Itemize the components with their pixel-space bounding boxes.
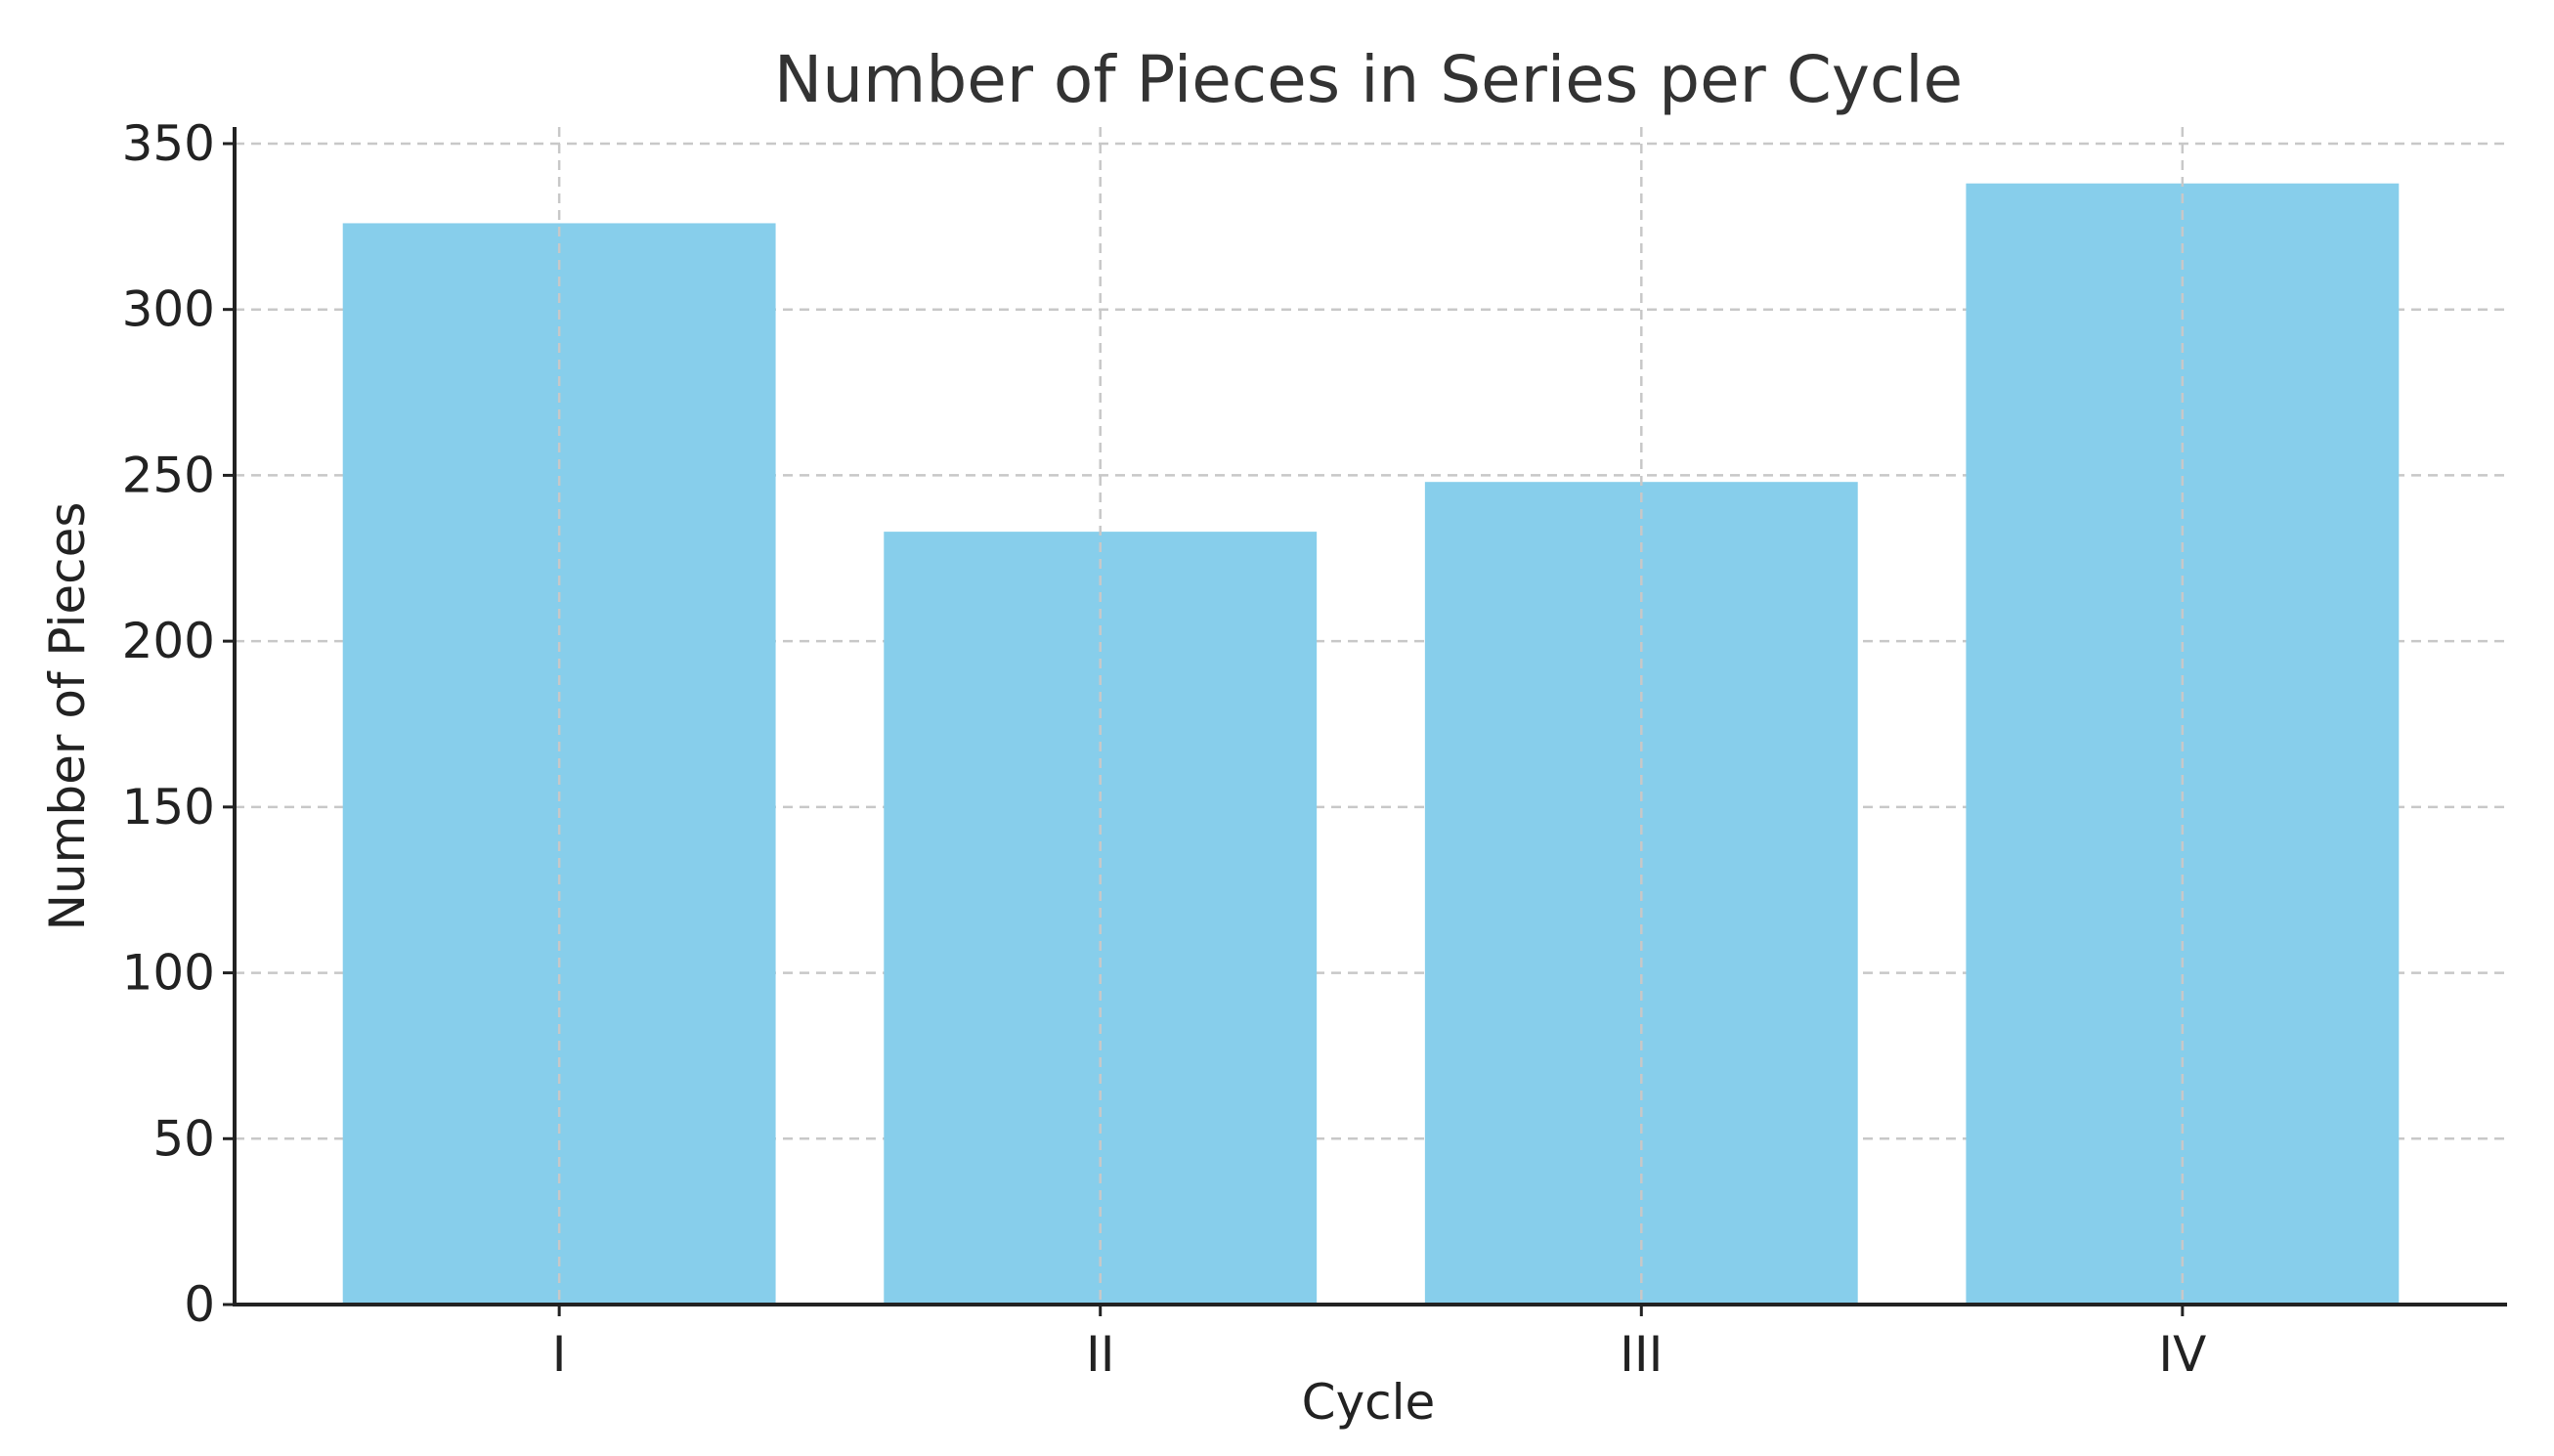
y-tick-label: 350: [122, 115, 215, 172]
y-tick-label: 50: [152, 1110, 215, 1167]
y-tick-label: 150: [122, 779, 215, 835]
y-tick-label: 100: [122, 945, 215, 1002]
axes-layer: [233, 127, 2507, 1306]
x-tick-label: II: [1086, 1326, 1115, 1383]
y-tick-label: 300: [122, 281, 215, 338]
x-tick-label: IV: [2158, 1326, 2206, 1383]
x-tick-label: III: [1620, 1326, 1663, 1383]
y-tick-label: 0: [184, 1276, 215, 1333]
bars-layer: [342, 183, 2400, 1306]
x-grid-layer: [557, 127, 2185, 1305]
y-axis-label: Number of Pieces: [39, 502, 96, 931]
y-tick-label: 200: [122, 613, 215, 669]
x-axis-label: Cycle: [1302, 1374, 1436, 1431]
chart-title: Number of Pieces in Series per Cycle: [774, 42, 1963, 117]
y-tick-label: 250: [122, 447, 215, 503]
grid-layer: [235, 142, 2507, 1140]
x-tick-label: I: [552, 1326, 567, 1383]
